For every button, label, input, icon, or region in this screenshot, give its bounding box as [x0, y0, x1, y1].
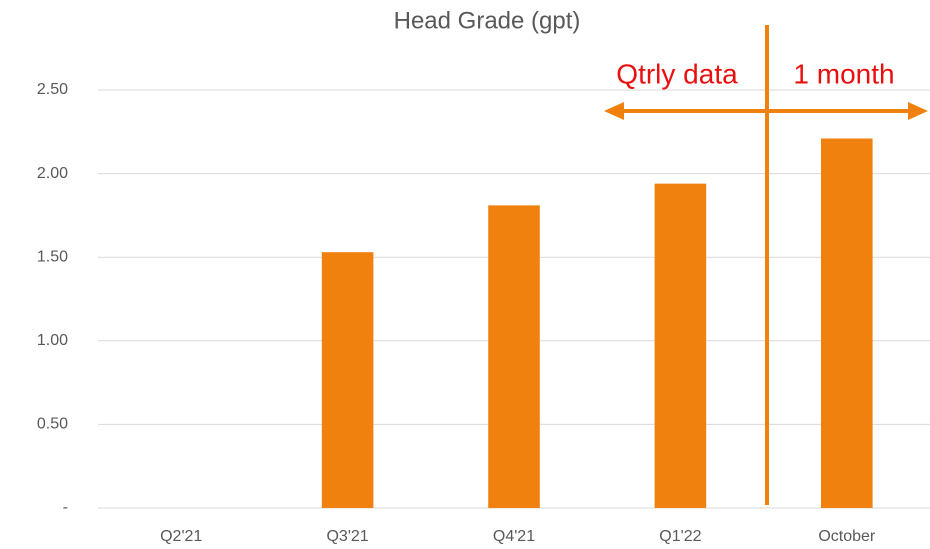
y-tick-label: 2.50 — [37, 81, 68, 98]
arrow-head — [604, 102, 624, 120]
bar — [821, 138, 873, 508]
arrow-head — [908, 102, 928, 120]
x-tick-label: Q4'21 — [493, 528, 535, 545]
x-tick-label: October — [818, 528, 876, 545]
x-tick-label: Q2'21 — [160, 528, 202, 545]
y-tick-label: - — [63, 499, 68, 516]
y-tick-label: 2.00 — [37, 165, 68, 182]
chart-title: Head Grade (gpt) — [394, 7, 581, 34]
y-tick-label: 1.00 — [37, 332, 68, 349]
annotation: Qtrly data — [616, 58, 738, 89]
y-tick-label: 1.50 — [37, 248, 68, 265]
annotation: 1 month — [793, 58, 894, 89]
bar — [488, 205, 540, 509]
x-tick-label: Q3'21 — [326, 528, 368, 545]
bar — [654, 183, 707, 508]
bar — [321, 252, 374, 508]
plot-area: - 0.50 1.00 1.50 2.00 2.50 Q2'21 Q3'21 Q4'21 Q1'2… — [37, 81, 930, 545]
y-tick-label: 0.50 — [37, 416, 68, 433]
x-tick-label: Q1'22 — [659, 528, 701, 545]
